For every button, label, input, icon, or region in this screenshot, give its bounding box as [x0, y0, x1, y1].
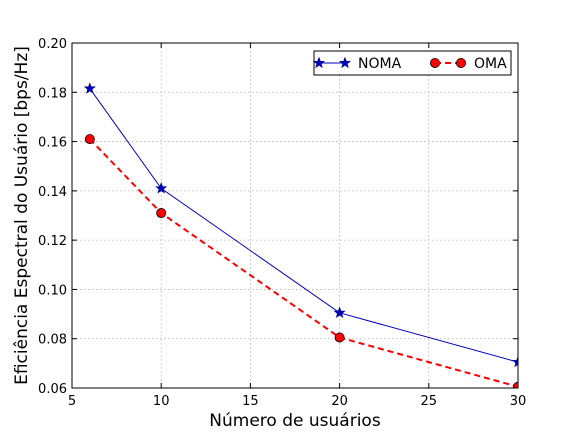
data-point-noma [83, 82, 96, 94]
x-tick-label: 20 [331, 394, 348, 409]
data-point-oma [156, 208, 167, 219]
series-layer [83, 82, 518, 388]
y-tick-label: 0.12 [38, 234, 67, 249]
y-tick-label: 0.16 [38, 136, 67, 151]
series-line-noma [89, 88, 518, 363]
y-tick-label: 0.18 [38, 86, 67, 101]
legend-label-oma: OMA [474, 56, 507, 72]
data-point-noma [511, 355, 518, 368]
data-point-oma [334, 332, 345, 343]
y-axis-label: Eficiência Espectral do Usuário [bps/Hz] [12, 46, 32, 385]
y-tick-label: 0.06 [38, 382, 67, 397]
legend-label-noma: NOMA [358, 56, 402, 72]
legend-marker-oma [429, 58, 440, 69]
data-point-noma [333, 306, 346, 318]
legend-marker-noma [338, 56, 352, 69]
x-tick-label: 10 [153, 394, 170, 409]
plot-frame [71, 42, 519, 389]
legend: NOMA OMA [312, 50, 512, 76]
x-tick-label: 15 [242, 394, 259, 409]
data-point-noma [155, 182, 168, 194]
y-tick-label: 0.20 [38, 37, 67, 52]
x-tick-label: 25 [421, 394, 438, 409]
legend-marker-oma [455, 58, 466, 69]
ticks: 5 10 15 20 25 30 0.06 0.08 0.10 0.12 0.14 0.16 0.18 0… [38, 37, 526, 409]
legend-marker-noma [312, 56, 326, 69]
series-line-oma [89, 138, 518, 388]
data-point-oma [513, 381, 518, 388]
y-tick-label: 0.08 [38, 333, 67, 348]
x-axis-label: Número de usuários [209, 411, 381, 431]
y-tick-label: 0.14 [38, 185, 67, 200]
y-tick-label: 0.10 [38, 283, 67, 298]
data-point-oma [84, 134, 95, 145]
x-tick-label: 30 [510, 394, 527, 409]
x-tick-label: 5 [68, 394, 76, 409]
